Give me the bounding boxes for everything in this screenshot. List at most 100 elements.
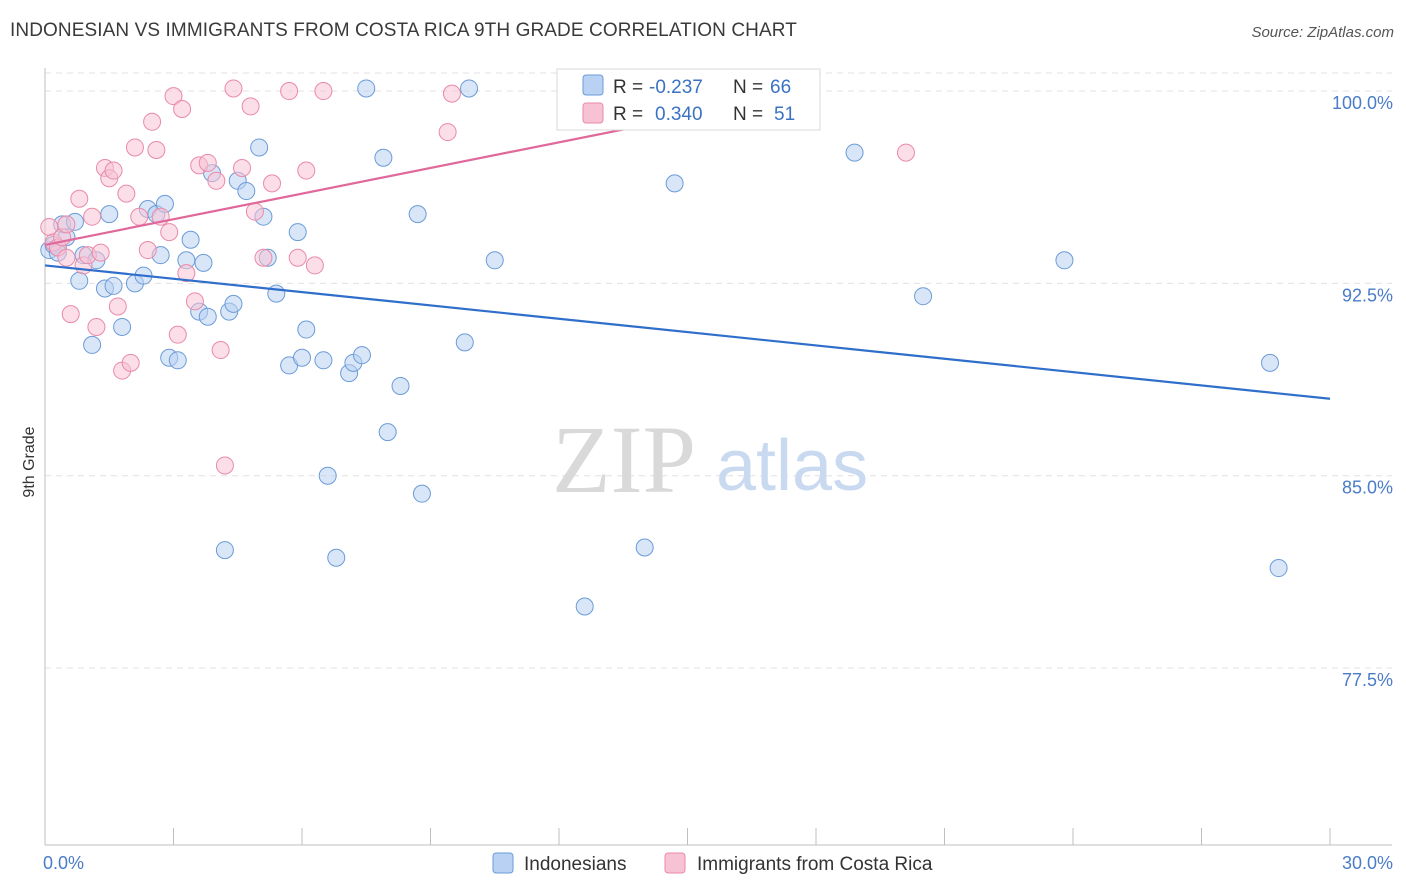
- point-indonesians-58: [665, 174, 684, 193]
- point-costa-rica-10: [87, 317, 106, 336]
- point-costa-rica-47: [438, 123, 457, 142]
- point-indonesians-25: [198, 307, 217, 326]
- point-costa-rica-20: [130, 207, 149, 226]
- point-indonesians-45: [352, 346, 371, 365]
- point-costa-rica-23: [147, 141, 166, 160]
- point-indonesians-63: [1269, 559, 1288, 578]
- point-costa-rica-39: [245, 202, 264, 221]
- legend: Indonesians Immigrants from Costa Rica: [492, 852, 933, 875]
- y-tick-labels: 77.5% 85.0% 92.5% 100.0%: [1332, 93, 1393, 690]
- point-indonesians-20: [168, 351, 187, 370]
- point-indonesians-53: [460, 79, 479, 98]
- point-indonesians-49: [391, 376, 410, 395]
- point-indonesians-27: [215, 541, 234, 560]
- point-costa-rica-49: [896, 143, 915, 162]
- point-costa-rica-41: [263, 174, 282, 193]
- point-indonesians-35: [267, 284, 286, 303]
- point-indonesians-12: [113, 317, 132, 336]
- point-indonesians-10: [100, 205, 119, 224]
- data-points: [40, 79, 1288, 616]
- point-indonesians-31: [237, 182, 256, 201]
- point-costa-rica-29: [177, 264, 196, 283]
- point-indonesians-55: [575, 597, 594, 616]
- point-indonesians-51: [412, 484, 431, 503]
- legend-swatch-indonesians: [492, 852, 514, 874]
- stats-r-value-blue: -0.237: [649, 77, 703, 98]
- stats-n-value-blue: 66: [770, 77, 791, 98]
- point-costa-rica-6: [70, 189, 89, 208]
- point-costa-rica-4: [57, 248, 76, 267]
- point-costa-rica-50: [57, 215, 76, 234]
- y-tick-label-1: 85.0%: [1342, 478, 1393, 498]
- point-indonesians-48: [378, 423, 397, 442]
- point-costa-rica-37: [233, 158, 252, 177]
- stats-r-label-blue: R =: [613, 77, 643, 98]
- point-indonesians-11: [104, 276, 123, 295]
- stats-n-value-pink: 51: [774, 104, 795, 125]
- point-costa-rica-33: [207, 171, 226, 190]
- point-indonesians-37: [288, 223, 307, 242]
- point-indonesians-24: [194, 253, 213, 272]
- point-costa-rica-14: [104, 161, 123, 180]
- point-indonesians-52: [455, 333, 474, 352]
- point-costa-rica-27: [168, 325, 187, 344]
- point-costa-rica-11: [91, 243, 110, 262]
- watermark-zip: ZIP: [552, 406, 696, 513]
- point-indonesians-47: [374, 148, 393, 167]
- stats-n-label-blue: N =: [733, 77, 763, 98]
- point-costa-rica-42: [280, 82, 299, 101]
- point-indonesians-40: [314, 351, 333, 370]
- point-costa-rica-22: [143, 112, 162, 131]
- point-costa-rica-32: [198, 153, 217, 172]
- point-costa-rica-15: [108, 297, 127, 316]
- legend-label-indonesians: Indonesians: [524, 854, 626, 875]
- stats-swatch-pink: [582, 102, 604, 124]
- legend-swatch-costa-rica: [664, 852, 686, 874]
- point-indonesians-59: [845, 143, 864, 162]
- stats-swatch-blue: [582, 74, 604, 96]
- point-costa-rica-17: [117, 184, 136, 203]
- y-tick-label-3: 100.0%: [1332, 93, 1393, 113]
- point-indonesians-42: [327, 548, 346, 567]
- y-tick-label-0: 77.5%: [1342, 670, 1393, 690]
- point-indonesians-46: [357, 79, 376, 98]
- point-costa-rica-46: [314, 82, 333, 101]
- stats-box: R = -0.237 N = 66 R = 0.340 N = 51: [556, 68, 821, 131]
- point-costa-rica-43: [288, 248, 307, 267]
- x-tick-label-end: 30.0%: [1342, 853, 1393, 873]
- point-costa-rica-44: [297, 161, 316, 180]
- point-indonesians-61: [1055, 251, 1074, 270]
- point-indonesians-57: [635, 538, 654, 557]
- point-costa-rica-19: [125, 138, 144, 157]
- point-costa-rica-40: [254, 248, 273, 267]
- point-costa-rica-48: [442, 84, 461, 103]
- source-label: Source: ZipAtlas.com: [1251, 24, 1394, 41]
- point-costa-rica-25: [160, 223, 179, 242]
- point-indonesians-50: [408, 205, 427, 224]
- point-costa-rica-5: [61, 305, 80, 324]
- point-indonesians-8: [83, 335, 102, 354]
- point-costa-rica-26: [164, 87, 183, 106]
- point-costa-rica-21: [138, 241, 157, 260]
- stats-r-label-pink: R =: [613, 104, 643, 125]
- point-costa-rica-34: [211, 341, 230, 360]
- point-costa-rica-45: [305, 256, 324, 275]
- stats-r-value-pink: 0.340: [655, 104, 703, 125]
- point-indonesians-60: [914, 287, 933, 306]
- point-costa-rica-30: [185, 292, 204, 311]
- point-indonesians-39: [297, 320, 316, 339]
- watermark-atlas: atlas: [716, 426, 868, 506]
- x-tick-label-start: 0.0%: [43, 853, 84, 873]
- point-indonesians-29: [224, 294, 243, 313]
- trend-lines: [44, 89, 1331, 400]
- point-costa-rica-28: [173, 99, 192, 118]
- point-costa-rica-38: [241, 97, 260, 116]
- trend-line-indonesians: [44, 264, 1331, 400]
- legend-label-costa-rica: Immigrants from Costa Rica: [697, 854, 933, 875]
- point-costa-rica-18: [121, 353, 140, 372]
- axes: [44, 68, 1392, 846]
- point-indonesians-6: [70, 271, 89, 290]
- watermark: ZIP atlas: [552, 406, 868, 513]
- y-tick-label-2: 92.5%: [1342, 285, 1393, 305]
